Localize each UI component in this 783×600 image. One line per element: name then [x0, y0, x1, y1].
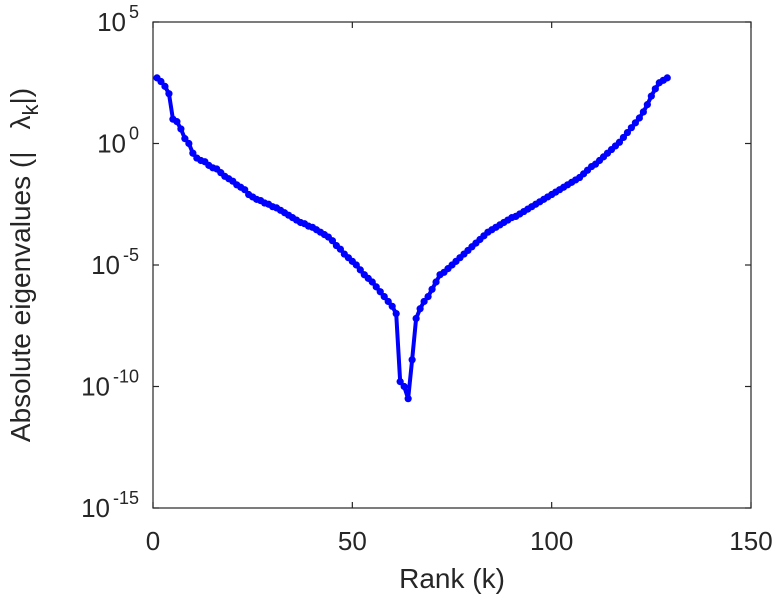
data-point — [631, 119, 639, 127]
y-tick-base: 10 — [91, 250, 120, 280]
y-tick-label: 10 -5 — [91, 245, 139, 280]
y-tick-exponent: 0 — [129, 124, 139, 144]
data-point — [241, 186, 249, 194]
x-tick-label: 100 — [530, 526, 573, 556]
y-tick-exponent: -10 — [113, 367, 139, 387]
data-point — [161, 82, 169, 90]
data-point — [189, 149, 197, 157]
data-point — [336, 245, 344, 253]
data-point — [408, 356, 416, 364]
y-tick-label: 10 -15 — [81, 488, 139, 523]
data-point — [420, 297, 428, 306]
data-point — [615, 138, 624, 146]
data-point — [392, 310, 400, 318]
data-point — [384, 297, 392, 306]
y-tick-base: 10 — [97, 129, 126, 159]
y-axis-label-symbol: λ — [5, 116, 36, 130]
data-point — [165, 90, 173, 98]
data-point — [639, 108, 647, 116]
data-point — [368, 278, 376, 286]
data-point — [619, 133, 628, 142]
data-point — [651, 85, 659, 93]
data-point — [432, 278, 440, 286]
data-point — [643, 101, 651, 109]
data-point — [356, 266, 364, 274]
y-tick-label: 10 -10 — [81, 367, 139, 402]
data-point — [396, 378, 404, 386]
data-point — [400, 382, 408, 391]
y-tick-exponent: -5 — [123, 245, 139, 265]
data-point — [352, 261, 360, 269]
data-point — [404, 395, 412, 403]
series-layer — [153, 74, 671, 403]
y-axis-label-subscript: k — [18, 104, 43, 116]
y-tick-exponent: -15 — [113, 488, 139, 508]
data-point — [177, 125, 185, 133]
data-point — [424, 292, 432, 301]
y-axis-label-prefix: Absolute eigenvalues (| — [5, 152, 36, 443]
data-point — [388, 302, 396, 310]
y-tick-label: 10 0 — [97, 124, 139, 159]
data-point — [627, 124, 636, 132]
y-tick-base: 10 — [81, 493, 110, 523]
y-tick-base: 10 — [81, 372, 110, 402]
x-axis-label: Rank (k) — [399, 563, 505, 594]
data-point — [372, 283, 380, 291]
y-tick-base: 10 — [97, 7, 126, 37]
data-point — [185, 139, 193, 148]
data-point — [157, 77, 165, 86]
x-tick-label: 150 — [729, 526, 772, 556]
data-point — [412, 314, 420, 323]
data-point — [328, 237, 336, 245]
y-tick-exponent: 5 — [129, 2, 139, 22]
data-point — [663, 74, 671, 82]
x-tick-label: 50 — [338, 526, 367, 556]
y-axis-label: Absolute eigenvalues (| λk|) — [5, 88, 43, 442]
data-point — [181, 135, 189, 143]
y-tick-label: 10 5 — [97, 2, 139, 37]
data-point — [647, 92, 655, 100]
data-point — [635, 114, 643, 122]
data-point — [380, 292, 388, 301]
series-line — [154, 75, 670, 401]
data-point — [416, 305, 424, 313]
data-point — [428, 285, 436, 293]
x-tick-label: 0 — [146, 526, 160, 556]
data-point — [376, 288, 384, 296]
data-point — [623, 128, 632, 137]
x-axis: 0 50 100 150 — [146, 22, 773, 556]
data-point — [173, 118, 181, 126]
y-axis-label-suffix: |) — [5, 88, 36, 105]
